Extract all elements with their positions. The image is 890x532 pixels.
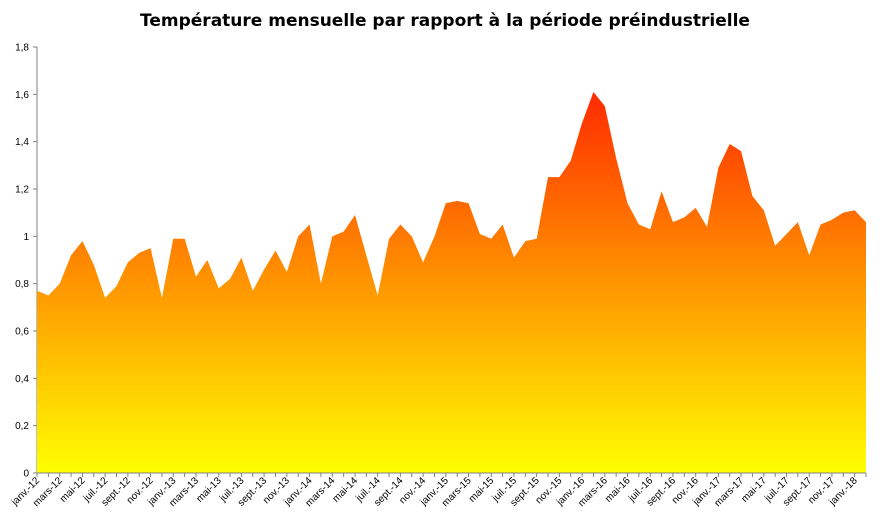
y-tick-label: 1 — [23, 232, 29, 243]
x-tick-label: mai-13 — [194, 475, 224, 505]
y-tick-label: 0,8 — [15, 279, 29, 290]
y-axis: 0 0,2 0,4 0,6 0,8 1 1,2 1,4 1,6 1,8 — [15, 43, 38, 480]
x-tick-label: mai-17 — [740, 475, 770, 505]
y-tick-label: 0,2 — [15, 421, 29, 432]
y-tick-label: 1,8 — [15, 43, 29, 54]
x-tick-label: mai-14 — [331, 475, 361, 505]
y-tick-label: 0 — [23, 469, 29, 480]
area-fill — [37, 91, 866, 473]
area-series — [37, 91, 866, 473]
y-tick-label: 1,2 — [15, 185, 29, 196]
x-tick-label: mai-12 — [58, 475, 88, 505]
y-tick-label: 1,4 — [15, 137, 29, 148]
y-tick-label: 0,6 — [15, 327, 29, 338]
y-tick-label: 0,4 — [15, 374, 29, 385]
x-tick-label: mai-15 — [467, 475, 497, 505]
chart-title: Température mensuelle par rapport à la p… — [140, 11, 750, 31]
x-axis: janv.-12mars-12mai-12juil.-12sept.-12nov… — [9, 472, 867, 509]
x-tick-label: mai-16 — [603, 475, 633, 505]
y-tick-label: 1,6 — [15, 90, 29, 101]
